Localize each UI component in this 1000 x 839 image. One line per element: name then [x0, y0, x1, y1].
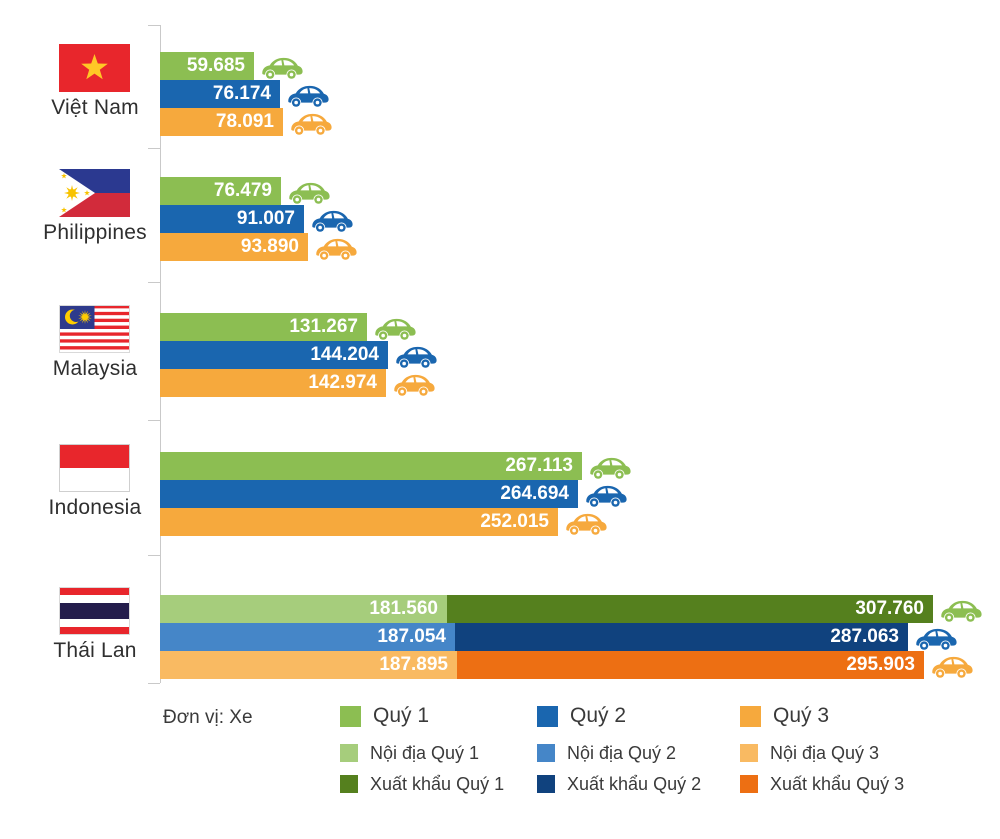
legend-swatch-noidia-quy2: [537, 744, 555, 762]
country-label: Philippines: [43, 221, 147, 244]
bar-value-label: 131.267: [289, 316, 358, 337]
legend-swatch-xuatkhau-quy2: [537, 775, 555, 793]
car-icon: [289, 182, 330, 204]
car-icon: [586, 485, 627, 507]
bar-value-label: 252.015: [480, 511, 549, 532]
country-label: Malaysia: [52, 357, 138, 380]
legend-label: Nội địa Quý 2: [567, 742, 677, 763]
bar-value-label: 181.560: [369, 598, 438, 619]
legend-label: Xuất khẩu Quý 3: [770, 773, 905, 794]
legend-item: Nội địa Quý 1: [340, 743, 479, 763]
bar-segment: 264.694: [160, 480, 578, 508]
legend-item: Nội địa Quý 2: [537, 743, 676, 763]
legend-item: Xuất khẩu Quý 3: [740, 774, 904, 794]
car-icon: [375, 318, 416, 340]
bar-segment: 287.063: [455, 623, 908, 651]
legend-label: Nội địa Quý 1: [370, 742, 480, 763]
bar-segment: 181.560: [160, 595, 447, 623]
axis-tick: [148, 420, 160, 421]
bar-segment: 93.890: [160, 233, 308, 261]
axis-tick: [148, 555, 160, 556]
flag-vietnam: [59, 44, 130, 92]
car-icon: [590, 457, 631, 479]
bar-value-label: 59.685: [186, 55, 245, 76]
bar-segment: 267.113: [160, 452, 582, 480]
car-icon: [288, 85, 329, 107]
car-icon: [396, 346, 437, 368]
bar-segment: 307.760: [447, 595, 933, 623]
legend-swatch-noidia-quy3: [740, 744, 758, 762]
legend-item: Xuất khẩu Quý 1: [340, 774, 504, 794]
axis-tick: [148, 148, 160, 149]
bar-segment: 78.091: [160, 108, 283, 136]
bar-segment: 252.015: [160, 508, 558, 536]
bar-segment: 187.895: [160, 651, 457, 679]
legend-label: Xuất khẩu Quý 2: [567, 773, 702, 794]
bar-segment: 295.903: [457, 651, 924, 679]
bar-value-label: 287.063: [830, 626, 899, 647]
flag-malaysia: [59, 305, 130, 353]
bar-segment: 131.267: [160, 313, 367, 341]
bar-segment: 76.479: [160, 177, 281, 205]
car-icon: [941, 600, 982, 622]
bar-segment: 144.204: [160, 341, 388, 369]
legend-swatch-xuatkhau-quy1: [340, 775, 358, 793]
bar-value-label: 76.174: [212, 83, 271, 104]
flag-philippines: [59, 169, 130, 217]
bar-value-label: 78.091: [215, 111, 274, 132]
legend-swatch-quy3: [740, 705, 761, 727]
legend-label: Nội địa Quý 3: [770, 742, 880, 763]
legend-item: Quý 1: [340, 704, 429, 728]
bar-value-label: 142.974: [308, 372, 377, 393]
bar-segment: 142.974: [160, 369, 386, 397]
bar-segment: 76.174: [160, 80, 280, 108]
legend-item: Quý 3: [740, 704, 829, 728]
axis-tick: [148, 683, 160, 684]
car-icon: [916, 628, 957, 650]
bar-value-label: 187.895: [379, 654, 448, 675]
car-icon: [932, 656, 973, 678]
bar-value-label: 144.204: [310, 344, 379, 365]
legend-swatch-quy2: [537, 705, 558, 727]
legend-item: Xuất khẩu Quý 2: [537, 774, 701, 794]
bar-segment: 59.685: [160, 52, 254, 80]
bar-value-label: 91.007: [236, 208, 295, 229]
bar-segment: 91.007: [160, 205, 304, 233]
flag-thailand: [59, 587, 130, 635]
legend: Đơn vị: Xe Quý 1 Nội địa Quý 1 Xuất khẩu…: [0, 704, 1000, 824]
country-label: Thái Lan: [53, 639, 137, 662]
car-icon: [312, 210, 353, 232]
legend-label: Quý 2: [570, 704, 627, 727]
bar-value-label: 187.054: [377, 626, 446, 647]
bar-value-label: 76.479: [213, 180, 272, 201]
legend-label: Quý 1: [373, 704, 430, 727]
axis-tick: [148, 282, 160, 283]
flag-indonesia: [59, 444, 130, 492]
axis-tick: [148, 25, 160, 26]
legend-swatch-noidia-quy1: [340, 744, 358, 762]
bar-value-label: 295.903: [846, 654, 915, 675]
bar-value-label: 264.694: [500, 483, 569, 504]
legend-item: Nội địa Quý 3: [740, 743, 879, 763]
car-icon: [316, 238, 357, 260]
bar-segment: 187.054: [160, 623, 455, 651]
legend-swatch-xuatkhau-quy3: [740, 775, 758, 793]
car-icon: [394, 374, 435, 396]
legend-item: Quý 2: [537, 704, 626, 728]
country-label: Indonesia: [48, 496, 142, 519]
legend-swatch-quy1: [340, 705, 361, 727]
car-icon: [566, 513, 607, 535]
car-icon: [262, 57, 303, 79]
bar-value-label: 267.113: [505, 455, 573, 476]
bar-value-label: 307.760: [855, 598, 924, 619]
country-label: Việt Nam: [51, 96, 139, 119]
bar-value-label: 93.890: [240, 236, 299, 257]
car-icon: [291, 113, 332, 135]
legend-label: Xuất khẩu Quý 1: [370, 773, 505, 794]
legend-label: Quý 3: [773, 704, 830, 727]
unit-label: Đơn vị: Xe: [163, 707, 253, 728]
